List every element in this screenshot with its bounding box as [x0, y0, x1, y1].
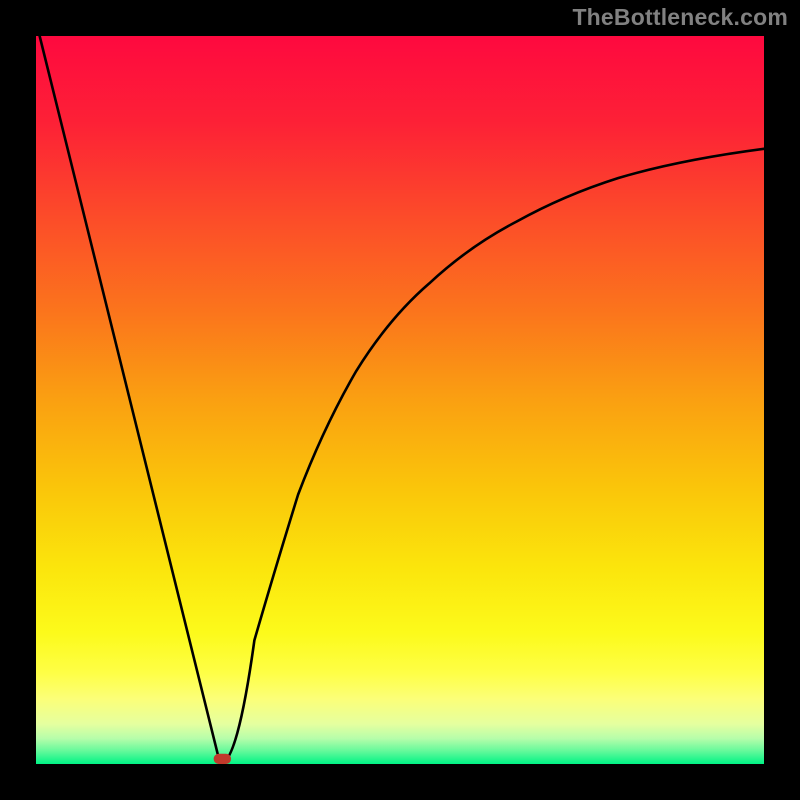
- optimal-point-marker: [214, 754, 231, 764]
- chart-frame: TheBottleneck.com: [0, 0, 800, 800]
- watermark-text: TheBottleneck.com: [572, 4, 788, 31]
- bottleneck-curve-chart: [0, 0, 800, 800]
- plot-background: [36, 36, 764, 764]
